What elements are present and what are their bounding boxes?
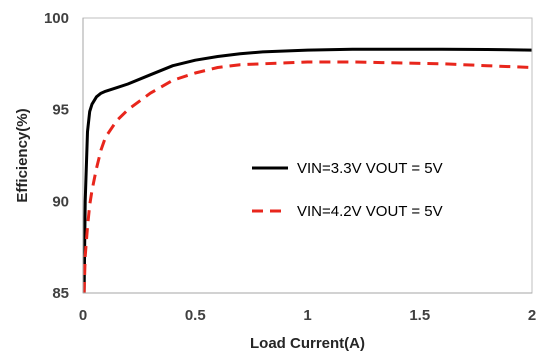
series-line-2 [82, 60, 533, 294]
y-axis-title: Efficiency(%) [14, 108, 31, 202]
series-line-1 [82, 47, 533, 294]
legend-label-2: VIN=4.2V VOUT = 5V [297, 203, 443, 220]
legend-label-1: VIN=3.3V VOUT = 5V [297, 160, 443, 177]
x-tick-label: 2 [528, 307, 536, 324]
y-tick-label: 90 [52, 193, 69, 210]
x-tick-label: 1.5 [409, 307, 430, 324]
x-tick-label: 1 [303, 307, 311, 324]
x-axis-title: Load Current(A) [250, 335, 365, 352]
y-tick-label: 95 [52, 102, 69, 119]
x-tick-label: 0.5 [185, 307, 206, 324]
y-tick-label: 100 [44, 10, 69, 27]
y-tick-label: 85 [52, 285, 69, 302]
x-tick-label: 0 [79, 307, 87, 324]
